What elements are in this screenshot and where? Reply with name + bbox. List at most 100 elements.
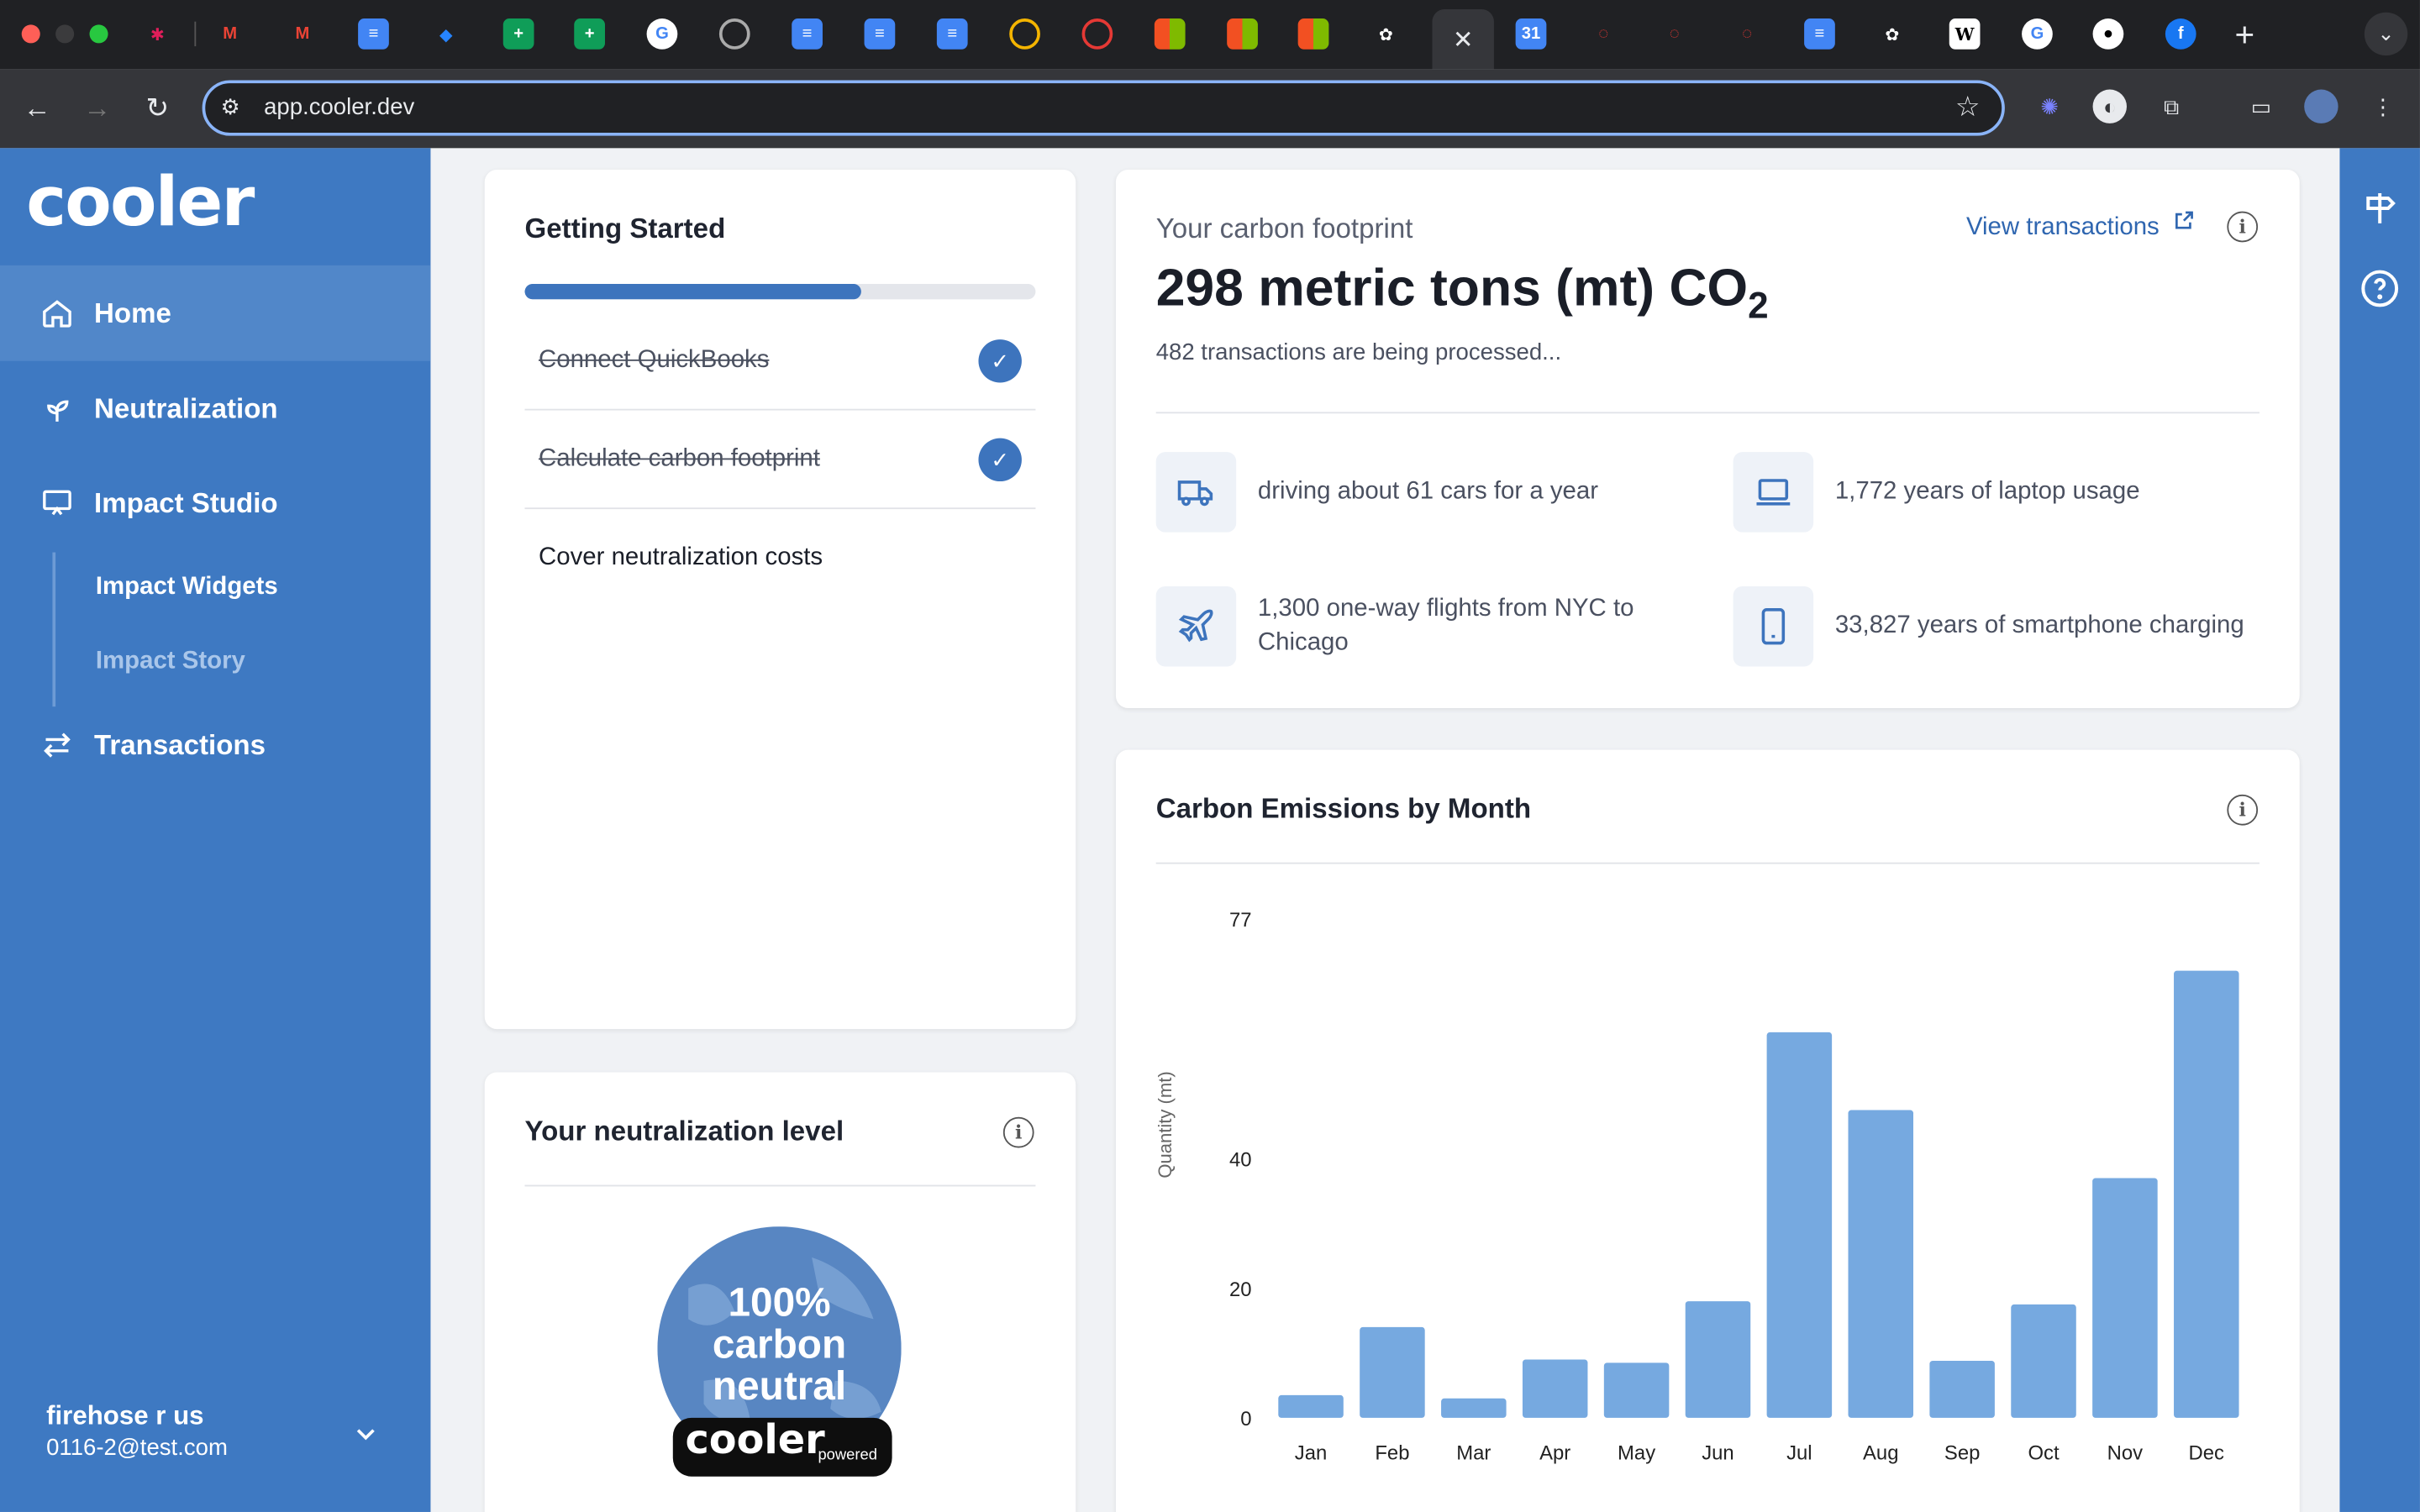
divider <box>1155 862 2260 864</box>
carbon-footprint-card: Your carbon footprint 298 metric tons (m… <box>1115 170 2300 709</box>
sheets-tab-icon[interactable]: + <box>502 18 534 50</box>
tab-search-button[interactable]: ⌄ <box>2364 12 2408 56</box>
info-icon[interactable]: i <box>2227 211 2259 243</box>
phone-icon <box>1733 585 1814 667</box>
sidebar-item-transactions[interactable]: Transactions <box>0 697 430 793</box>
profile-avatar[interactable] <box>2304 89 2338 123</box>
google-tab-icon[interactable]: G <box>2022 18 2053 50</box>
sidebar-subitem-impact-widgets[interactable]: Impact Widgets <box>95 574 278 601</box>
bar-jan[interactable] <box>1278 1394 1344 1418</box>
docs-tab-icon[interactable]: ≡ <box>358 18 389 50</box>
user-menu[interactable]: firehose r us 0116-2@test.com <box>46 1401 228 1462</box>
sidebar-item-home[interactable]: Home <box>0 265 431 361</box>
cast-icon[interactable]: ▭ <box>2250 93 2271 118</box>
equivalent-text: 1,772 years of laptop usage <box>1834 478 2140 505</box>
jira-tab-icon[interactable]: ◆ <box>439 25 453 45</box>
bar-sep[interactable] <box>1929 1361 1995 1418</box>
docs-tab-icon[interactable]: ≡ <box>792 18 823 50</box>
info-icon[interactable]: i <box>2227 794 2259 826</box>
close-window-button[interactable] <box>21 24 40 44</box>
microsoft-tab-icon[interactable] <box>1154 18 1186 50</box>
equivalent-flights: 1,300 one-way flights from NYC to Chicag… <box>1155 585 1681 667</box>
forms-tab-icon[interactable]: ≡ <box>1804 18 1835 50</box>
neutralization-card: Your neutralization level i 100% carbon … <box>484 1072 1076 1512</box>
bar-jul[interactable] <box>1766 1032 1833 1418</box>
help-icon[interactable] <box>2360 269 2400 317</box>
step-cover-costs[interactable]: Cover neutralization costs <box>524 509 1035 608</box>
slack-tab-icon[interactable]: ✱ <box>150 25 165 45</box>
badge-brand: cooler <box>685 1417 825 1465</box>
footprint-value-main: 298 metric tons (mt) CO <box>1155 259 1749 318</box>
extension-icon[interactable]: ◐ <box>2092 89 2127 123</box>
generic-tab-icon[interactable]: ◌ <box>1598 24 1609 44</box>
docs-tab-icon[interactable]: ≡ <box>864 18 896 50</box>
gmail-tab-icon[interactable]: M <box>223 24 238 44</box>
browser-tab-bar: ✱ M M ≡ ◆ + + G ≡ ≡ ≡ ✿ ✕ 31 ◌ ◌ ◌ ≡ ✿ W… <box>0 0 2420 70</box>
active-tab[interactable]: ✕ <box>1432 9 1494 70</box>
bar-dec[interactable] <box>2174 970 2239 1418</box>
reload-icon[interactable]: ↻ <box>145 92 170 123</box>
getting-started-card: Getting Started Connect QuickBooks ✓ Cal… <box>484 170 1076 1030</box>
bar-apr[interactable] <box>1522 1359 1588 1418</box>
facebook-tab-icon[interactable]: f <box>2165 18 2196 50</box>
signpost-icon[interactable] <box>2360 188 2400 236</box>
generic-tab-icon[interactable]: ◌ <box>1669 24 1680 44</box>
arrows-swap-icon <box>40 728 74 762</box>
card-title: Getting Started <box>524 213 726 244</box>
chevron-down-icon[interactable] <box>355 1422 376 1446</box>
wikipedia-tab-icon[interactable]: W <box>1949 18 1981 50</box>
x-tick-label: Apr <box>1539 1442 1570 1465</box>
badge-powered: powered <box>818 1446 877 1465</box>
bar-feb[interactable] <box>1360 1326 1425 1418</box>
sidebar-item-label: Impact Studio <box>94 486 278 518</box>
sidebar-item-impact-studio[interactable]: Impact Studio <box>0 455 430 551</box>
url-text[interactable]: app.cooler.dev <box>264 94 415 121</box>
info-icon[interactable]: i <box>1002 1116 1034 1148</box>
step-label: Cover neutralization costs <box>539 544 823 571</box>
bar-mar[interactable] <box>1441 1398 1507 1418</box>
view-transactions-link[interactable]: View transactions <box>1966 210 2194 243</box>
bar-jun[interactable] <box>1685 1301 1751 1418</box>
equivalent-text: 33,827 years of smartphone charging <box>1834 612 2244 639</box>
divider <box>1155 412 2260 414</box>
chart-title: Carbon Emissions by Month <box>1155 793 1532 824</box>
microsoft-tab-icon[interactable] <box>1227 18 1258 50</box>
bookmark-star-icon[interactable]: ☆ <box>1954 91 1981 123</box>
menu-dots-icon[interactable]: ⋮ <box>2372 93 2394 118</box>
back-arrow-icon[interactable]: ← <box>23 92 51 123</box>
extension-icon[interactable]: ✺ <box>2040 93 2059 118</box>
x-tick-label: May <box>1618 1442 1655 1465</box>
site-info-icon[interactable]: ⚙ <box>220 94 240 119</box>
generic-tab-icon[interactable] <box>1009 18 1040 50</box>
bar-aug[interactable] <box>1848 1110 1914 1418</box>
equivalent-text: driving about 61 cars for a year <box>1257 478 1599 505</box>
forward-arrow-icon[interactable]: → <box>83 92 112 123</box>
step-calculate-footprint[interactable]: Calculate carbon footprint ✓ <box>524 411 1036 510</box>
x-tick-label: Nov <box>2107 1442 2144 1465</box>
google-tab-icon[interactable]: G <box>646 18 678 50</box>
generic-tab-icon[interactable]: ◌ <box>1742 24 1753 44</box>
chatgpt-tab-icon[interactable]: ✿ <box>1885 25 1900 45</box>
bar-nov[interactable] <box>2092 1178 2158 1418</box>
close-tab-icon[interactable]: ✕ <box>1452 27 1474 54</box>
sidebar-item-neutralization[interactable]: Neutralization <box>0 361 430 457</box>
puzzle-icon[interactable]: ⧉ <box>2164 93 2180 118</box>
bar-oct[interactable] <box>2011 1304 2076 1418</box>
bar-may[interactable] <box>1603 1362 1670 1418</box>
github-tab-icon[interactable]: ● <box>2092 18 2124 50</box>
minimize-window-button[interactable] <box>55 24 75 44</box>
maximize-window-button[interactable] <box>89 24 108 44</box>
generic-tab-icon[interactable] <box>718 18 750 50</box>
new-tab-button[interactable]: + <box>2234 15 2255 55</box>
step-connect-quickbooks[interactable]: Connect QuickBooks ✓ <box>524 312 1036 411</box>
microsoft-tab-icon[interactable] <box>1297 18 1329 50</box>
docs-tab-icon[interactable]: ≡ <box>936 18 968 50</box>
sidebar-subitem-impact-story[interactable]: Impact Story <box>95 648 245 675</box>
target-tab-icon[interactable] <box>1081 18 1113 50</box>
sheets-tab-icon[interactable]: + <box>574 18 605 50</box>
address-bar[interactable]: ⚙ app.cooler.dev ☆ <box>202 80 2005 136</box>
cooler-logo[interactable]: cooler <box>26 163 255 243</box>
calendar-tab-icon[interactable]: 31 <box>1515 18 1547 50</box>
gmail-tab-icon[interactable]: M <box>295 24 310 44</box>
chatgpt-tab-icon[interactable]: ✿ <box>1378 25 1393 45</box>
